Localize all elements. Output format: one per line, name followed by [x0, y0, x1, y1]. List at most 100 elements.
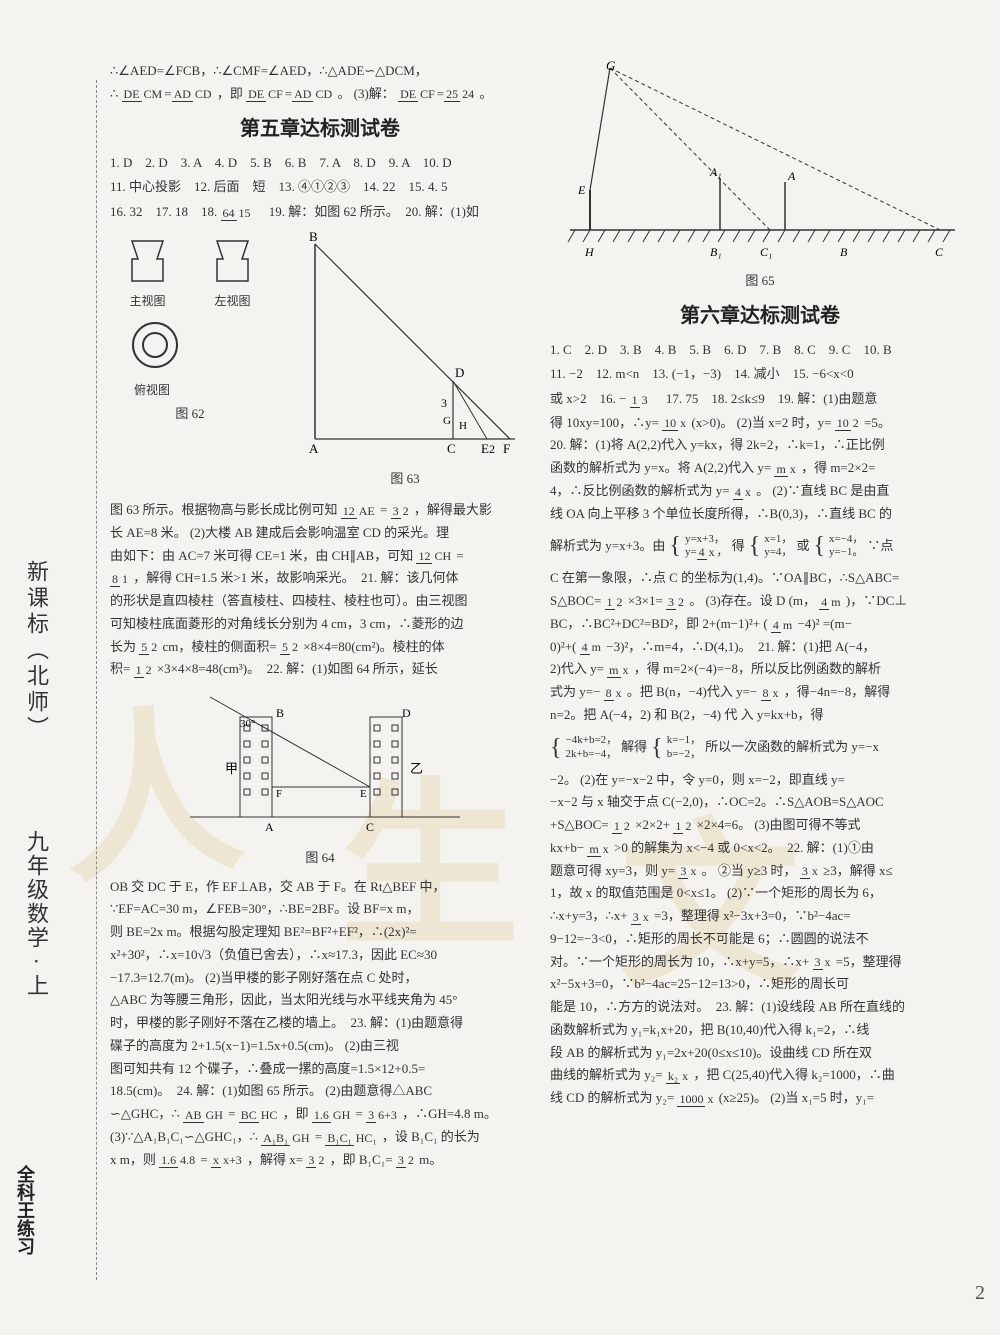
brace: {	[813, 525, 825, 567]
pt-label: 3	[441, 396, 447, 410]
fraction: 12	[605, 596, 625, 609]
text: ∴x+y=3，∴x+	[550, 908, 628, 923]
text: ，得 m=2×2=	[801, 460, 875, 475]
fraction: DECF	[398, 88, 437, 101]
text: ，解得 CH=1.5 米>1 米，故影响采光。 21. 解：该几何体	[133, 570, 458, 585]
fraction: 102	[835, 417, 861, 430]
figure-65: G E H B₁ C₁ A₁ A B C 图 65	[550, 60, 970, 293]
fraction: 12AE	[341, 505, 377, 518]
text: ×2×2+	[635, 817, 670, 832]
fraction: 4x	[733, 486, 753, 499]
text: 得 10xy=100，∴y=	[550, 415, 659, 430]
body-text: 18.5(cm)。 24. 解：(1)如图 65 所示。 (2)由题意得△ABC	[110, 1080, 530, 1103]
brace: {	[669, 525, 681, 567]
fraction: ADCD	[292, 88, 334, 101]
fraction: 10x	[662, 417, 688, 430]
body-text: n=2。把 A(−4，2) 和 B(2，−4) 代 入 y=kx+b，得	[550, 704, 970, 727]
top-view: 俯视图	[128, 318, 270, 402]
pt-label: B	[309, 229, 318, 244]
text: (x≥25)。 (2)当 x₁=5 时，y₁=	[719, 1090, 874, 1105]
fraction: ABGH	[183, 1109, 225, 1122]
pt-label: H	[459, 420, 467, 432]
text: −4)² =(m−	[798, 616, 852, 631]
text: 积=	[110, 661, 130, 676]
fraction: 3x	[813, 956, 833, 969]
fraction: 12	[612, 820, 632, 833]
body-text: (3)∵△A₁B₁C₁∽△GHC₁，∴ A₁B₁GH = B₁C₁HC₁ ，设 …	[110, 1126, 530, 1149]
text: ，∴GH=4.8 m。	[402, 1106, 497, 1121]
text: 对。∵一个矩形的周长为 10，∴x+y=5，∴x+	[550, 954, 809, 969]
pt-label: B	[276, 706, 284, 720]
text: =	[200, 1152, 207, 1167]
body-text: 线 OA 向上平移 3 个单位长度所得，∴B(0,3)，∴直线 BC 的	[550, 503, 970, 526]
system: k=−1，b=−2，	[667, 734, 701, 760]
body-text: x²+30²，∴x=10√3（负值已舍去），∴x≈17.3，因此 EC≈30	[110, 944, 530, 967]
pt-label: E	[577, 183, 586, 197]
pt-label: C	[366, 820, 374, 834]
body-text: 碟子的高度为 2+1.5(x−1)=1.5x+0.5(cm)。 (2)由三视	[110, 1035, 530, 1058]
pt-label: G	[606, 60, 616, 73]
text: ∴	[110, 86, 118, 101]
body-text: −2。 (2)在 y=−x−2 中，令 y=0，则 x=−2，即直线 y=	[550, 769, 970, 792]
fraction: 6415	[221, 207, 253, 220]
fraction: 4m	[771, 619, 794, 632]
figure-63: B A C E F D 3 G H 2 图 63	[280, 229, 530, 498]
text: 由如下：由 AC=7 米可得 CE=1 米，由 CH∥AB，可知	[110, 548, 413, 563]
text: x m，则	[110, 1152, 156, 1167]
text: =	[380, 502, 391, 517]
pt-label: C₁	[760, 245, 772, 259]
text: =	[356, 1106, 363, 1121]
text: =5。	[864, 415, 891, 430]
body-text: kx+b− mx >0 的解集为 x<−4 或 0<x<2。 22. 解：(1)…	[550, 837, 970, 860]
figure-caption: 图 62	[110, 403, 270, 426]
fraction: mx	[587, 843, 610, 856]
text: 曲线的解析式为 y₂=	[550, 1067, 663, 1082]
fraction: mx	[607, 664, 630, 677]
right-column: G E H B₁ C₁ A₁ A B C 图 65 第六章达标测试卷 1. C …	[550, 60, 970, 1171]
body-text: +S△BOC= 12 ×2×2+ 12 ×2×4=6。 (3)由图可得不等式	[550, 814, 970, 837]
body-text: 时，甲楼的影子刚好不落在乙楼的墙上。 23. 解：(1)由题意得	[110, 1012, 530, 1035]
body-text: { −4k+b=2，2k+b=−4， 解得 { k=−1，b=−2， 所以一次函…	[550, 727, 970, 769]
text: ，即 B₁C₁=	[330, 1152, 393, 1167]
body-text: △ABC 为等腰三角形，因此，当太阳光线与水平线夹角为 45°	[110, 989, 530, 1012]
pt-label: D	[455, 365, 464, 380]
side-label-series: 新课标（北师）	[20, 560, 52, 742]
dashed-margin	[96, 80, 97, 1280]
similar-triangles-diagram: G E H B₁ C₁ A₁ A B C	[560, 60, 960, 260]
pt-label: E	[481, 441, 489, 456]
text: 19. 解：如图 62 所示。 20. 解：(1)如	[256, 204, 479, 219]
system: y=x+3， y=4x，	[685, 533, 728, 559]
body-text: 长为 52 cm，棱柱的侧面积= 52 ×8×4=80(cm²)。棱柱的体	[110, 636, 530, 659]
text: 或	[796, 535, 809, 558]
text: ×8×4=80(cm²)。棱柱的体	[303, 639, 444, 654]
body-text: 可知棱柱底面菱形的对角线长分别为 4 cm，3 cm，∴菱形的边	[110, 613, 530, 636]
text: −3)²，∴m=4，∴D(4,1)。 21. 解：(1)把 A(−4，	[606, 639, 875, 654]
body-text: x m，则 1.64.8 = xx+3 ，解得 x= 32 ，即 B₁C₁= 3…	[110, 1149, 530, 1172]
view-label: 主视图	[120, 291, 175, 312]
text: 。 (3)存在。设 D	[689, 593, 785, 608]
fraction: 12	[134, 664, 154, 677]
text: ，解得 x=	[247, 1152, 303, 1167]
text: =	[228, 1106, 235, 1121]
fraction: 52	[280, 641, 300, 654]
view-label: 左视图	[205, 291, 260, 312]
text: 。 (3)解：	[337, 86, 394, 101]
body-text: −17.3=12.7(m)。 (2)当甲楼的影子刚好落在点 C 处时，	[110, 967, 530, 990]
text: )，∵DC⊥	[846, 593, 907, 608]
pt-label: G	[443, 415, 451, 427]
text: >0 的解集为 x<−4 或 0<x<2。 22. 解：(1)①由	[614, 840, 874, 855]
body-text: 得 10xy=100，∴y= 10x (x>0)。 (2)当 x=2 时，y= …	[550, 412, 970, 435]
fraction: xx+3	[211, 1154, 244, 1167]
text: ，得−4n=−8，解得	[784, 684, 891, 699]
text: ，即	[217, 86, 243, 101]
fraction: mx	[774, 463, 797, 476]
main-view: 主视图	[120, 233, 175, 312]
body-text: ∴ DECM=ADCD ，即 DECF=ADCD 。 (3)解： DECF=25…	[110, 83, 530, 106]
text: 长为	[110, 639, 136, 654]
fraction: 32	[391, 505, 411, 518]
fraction: 2524	[444, 88, 476, 101]
fraction: 8x	[761, 687, 781, 700]
brace: {	[651, 727, 663, 769]
body-text: −x−2 与 x 轴交于点 C(−2,0)，∴OC=2。∴S△AOB=S△AOC	[550, 791, 970, 814]
fraction: DECM	[122, 88, 165, 101]
